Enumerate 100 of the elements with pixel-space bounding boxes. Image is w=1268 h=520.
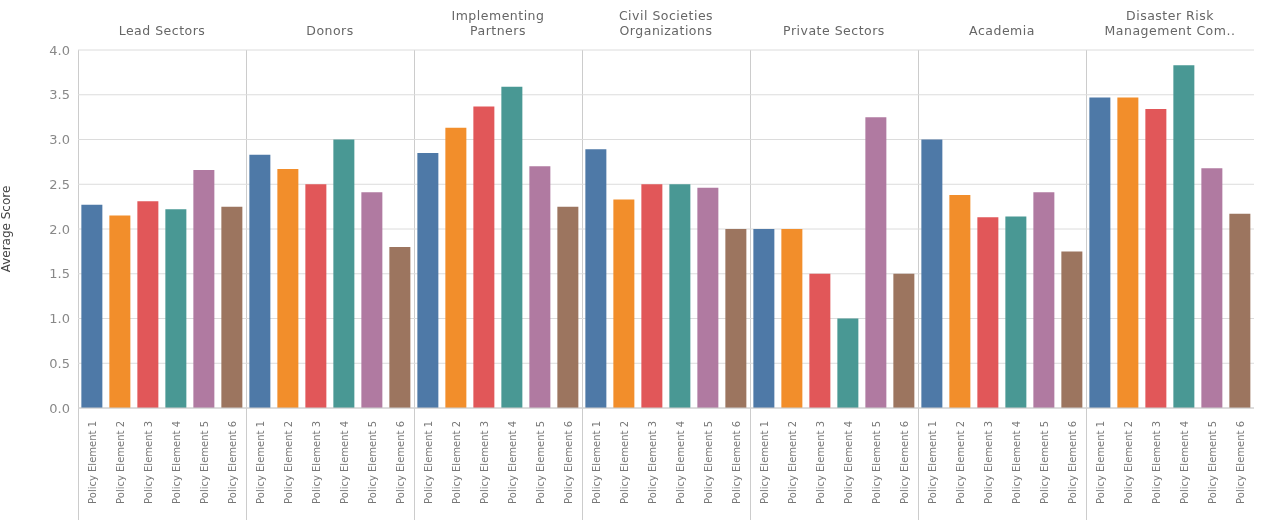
y-tick-label: 4.0: [49, 42, 70, 58]
bar: [697, 187, 719, 408]
bar: [165, 209, 187, 408]
x-tick-label: Policy Element 2: [450, 421, 462, 504]
bar: [81, 204, 103, 408]
x-tick-label: Policy Element 2: [1122, 421, 1134, 504]
bar: [445, 127, 467, 408]
x-tick-label: Policy Element 6: [898, 421, 910, 504]
bar: [557, 206, 579, 408]
bar: [809, 273, 831, 408]
bar: [1033, 192, 1055, 408]
y-tick-label: 3.0: [49, 132, 70, 148]
bar: [333, 139, 355, 408]
bar: [1201, 168, 1223, 408]
x-tick-label: Policy Element 1: [422, 421, 434, 504]
x-tick-label: Policy Element 4: [1178, 421, 1190, 504]
bar: [361, 192, 383, 408]
x-tick-label: Policy Element 5: [366, 421, 378, 504]
bar: [1229, 213, 1251, 408]
bar: [1089, 97, 1111, 408]
x-tick-label: Policy Element 2: [618, 421, 630, 504]
bar: [529, 166, 551, 408]
y-tick-label: 3.5: [49, 87, 70, 103]
x-tick-label: Policy Element 6: [226, 421, 238, 504]
x-tick-label: Policy Element 1: [1094, 421, 1106, 504]
y-tick-label: 0.5: [49, 355, 70, 371]
x-tick-label: Policy Element 5: [870, 421, 882, 504]
bar: [865, 117, 887, 408]
chart-title: Lead Sectors: [118, 23, 206, 38]
bar: [221, 206, 243, 408]
x-tick-label: Policy Element 4: [842, 421, 854, 504]
x-tick-label: Policy Element 4: [338, 421, 350, 504]
bar: [473, 106, 495, 408]
bar: [249, 154, 271, 408]
x-tick-label: Policy Element 2: [954, 421, 966, 504]
bar: [753, 229, 775, 408]
y-tick-label: 0.0: [49, 400, 70, 416]
x-tick-label: Policy Element 1: [254, 421, 266, 504]
x-tick-label: Policy Element 5: [1038, 421, 1050, 504]
bar: [501, 86, 523, 408]
x-tick-label: Policy Element 3: [310, 421, 322, 504]
bar: [1005, 216, 1027, 408]
x-tick-label: Policy Element 1: [590, 421, 602, 504]
x-tick-label: Policy Element 5: [534, 421, 546, 504]
chart-title: Implementing Partners: [450, 8, 546, 38]
bar: [725, 229, 747, 408]
x-tick-label: Policy Element 6: [562, 421, 574, 504]
x-tick-label: Policy Element 3: [982, 421, 994, 504]
x-tick-label: Policy Element 1: [758, 421, 770, 504]
x-tick-label: Policy Element 2: [282, 421, 294, 504]
x-tick-label: Policy Element 4: [506, 421, 518, 504]
x-tick-label: Policy Element 1: [926, 421, 938, 504]
bar: [781, 229, 803, 408]
bar: [977, 217, 999, 408]
bar: [669, 184, 691, 408]
x-tick-label: Policy Element 1: [86, 421, 98, 504]
bar: [613, 199, 635, 408]
x-tick-label: Policy Element 3: [814, 421, 826, 504]
bar: [837, 318, 859, 408]
bar: [305, 184, 327, 408]
bar: [641, 184, 663, 408]
chart-title: Disaster Risk Management Com..: [1103, 8, 1237, 38]
x-tick-label: Policy Element 2: [786, 421, 798, 504]
y-tick-label: 1.0: [49, 311, 70, 327]
x-tick-label: Policy Element 5: [702, 421, 714, 504]
chart-title: Civil Societies Organizations: [617, 8, 715, 38]
y-tick-label: 2.5: [49, 176, 70, 192]
x-tick-label: Policy Element 3: [478, 421, 490, 504]
bar: [1145, 109, 1167, 408]
y-tick-label: 2.0: [49, 221, 70, 237]
x-tick-label: Policy Element 3: [646, 421, 658, 504]
x-tick-label: Policy Element 6: [1234, 421, 1246, 504]
bar: [277, 169, 299, 408]
bar: [417, 152, 439, 408]
x-tick-label: Policy Element 5: [198, 421, 210, 504]
bar: [109, 215, 131, 408]
x-tick-label: Policy Element 6: [730, 421, 742, 504]
x-tick-label: Policy Element 4: [1010, 421, 1022, 504]
x-tick-label: Policy Element 5: [1206, 421, 1218, 504]
chart-title: Donors: [306, 23, 354, 38]
x-tick-label: Policy Element 2: [114, 421, 126, 504]
bar: [193, 169, 215, 408]
bar: [921, 139, 943, 408]
x-tick-label: Policy Element 6: [394, 421, 406, 504]
x-tick-label: Policy Element 4: [674, 421, 686, 504]
chart-title: Academia: [969, 23, 1035, 38]
x-tick-label: Policy Element 6: [1066, 421, 1078, 504]
chart-title: Private Sectors: [783, 23, 885, 38]
bar: [949, 194, 971, 408]
y-axis-title: Average Score: [0, 185, 14, 273]
x-tick-label: Policy Element 3: [1150, 421, 1162, 504]
bar: [1173, 65, 1195, 408]
bar: [137, 201, 159, 408]
bar: [389, 246, 411, 408]
bar: [893, 273, 915, 408]
x-tick-label: Policy Element 4: [170, 421, 182, 504]
bar: [585, 149, 607, 408]
bar: [1117, 97, 1139, 408]
bar: [1061, 251, 1083, 408]
x-tick-label: Policy Element 3: [142, 421, 154, 504]
